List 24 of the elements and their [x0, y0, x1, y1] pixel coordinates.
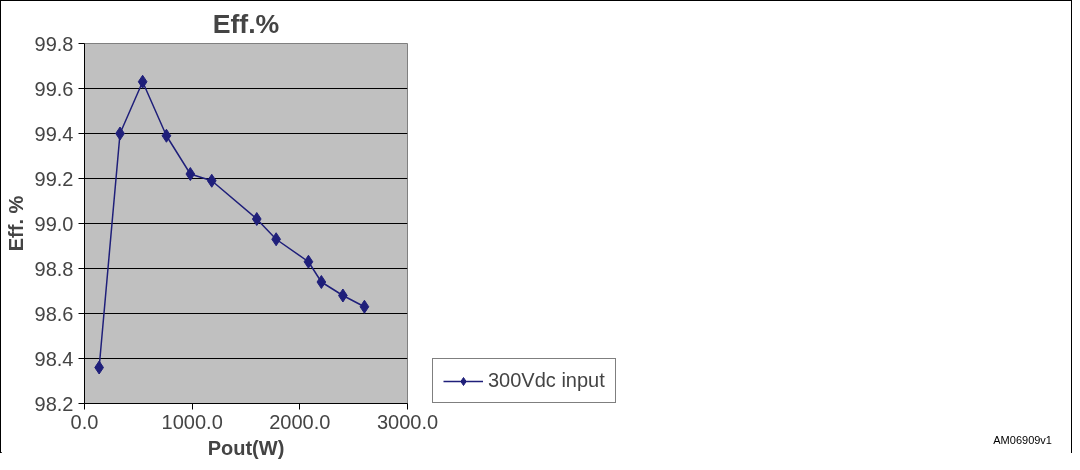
- y-tick-label: 98.4: [34, 347, 74, 370]
- y-tick-label: 98.8: [34, 257, 74, 280]
- point: [185, 167, 196, 181]
- point: [161, 128, 172, 143]
- chart-title: Eff.%: [212, 8, 280, 39]
- point: [359, 299, 370, 314]
- x-tick-label: 2000.0: [269, 410, 331, 433]
- y-tick-label: 99.6: [34, 77, 74, 100]
- point: [206, 173, 217, 188]
- x-tick-label: 3000.0: [376, 410, 439, 433]
- point: [303, 254, 314, 269]
- y-tick-label: 99.8: [34, 32, 74, 55]
- y-tick-label: 99.4: [34, 122, 74, 145]
- y-tick-label: 98.6: [34, 302, 74, 325]
- point: [316, 275, 327, 289]
- text: AM06909v1: [993, 433, 1052, 448]
- y-tick-label: 99.2: [34, 167, 74, 190]
- x-axis-title: Pout(W): [207, 436, 285, 459]
- legend-label: 300Vdc input: [488, 369, 605, 392]
- y-tick-label: 99.0: [34, 212, 74, 235]
- point: [251, 212, 262, 226]
- point: [137, 74, 148, 89]
- x-tick-label: 1000.0: [161, 410, 223, 433]
- y-axis-title: Eff. %: [4, 195, 27, 252]
